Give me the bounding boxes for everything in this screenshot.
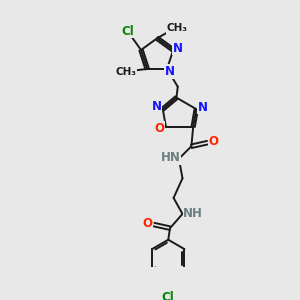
Text: O: O	[155, 122, 165, 135]
Text: CH₃: CH₃	[115, 68, 136, 77]
Text: Cl: Cl	[121, 25, 134, 38]
Text: N: N	[152, 100, 162, 113]
Text: N: N	[165, 65, 175, 78]
Text: Cl: Cl	[162, 291, 175, 300]
Text: O: O	[143, 217, 153, 230]
Text: O: O	[209, 135, 219, 148]
Text: HN: HN	[161, 151, 181, 164]
Text: N: N	[197, 101, 208, 114]
Text: N: N	[173, 42, 183, 55]
Text: CH₃: CH₃	[166, 23, 187, 34]
Text: NH: NH	[183, 207, 203, 220]
